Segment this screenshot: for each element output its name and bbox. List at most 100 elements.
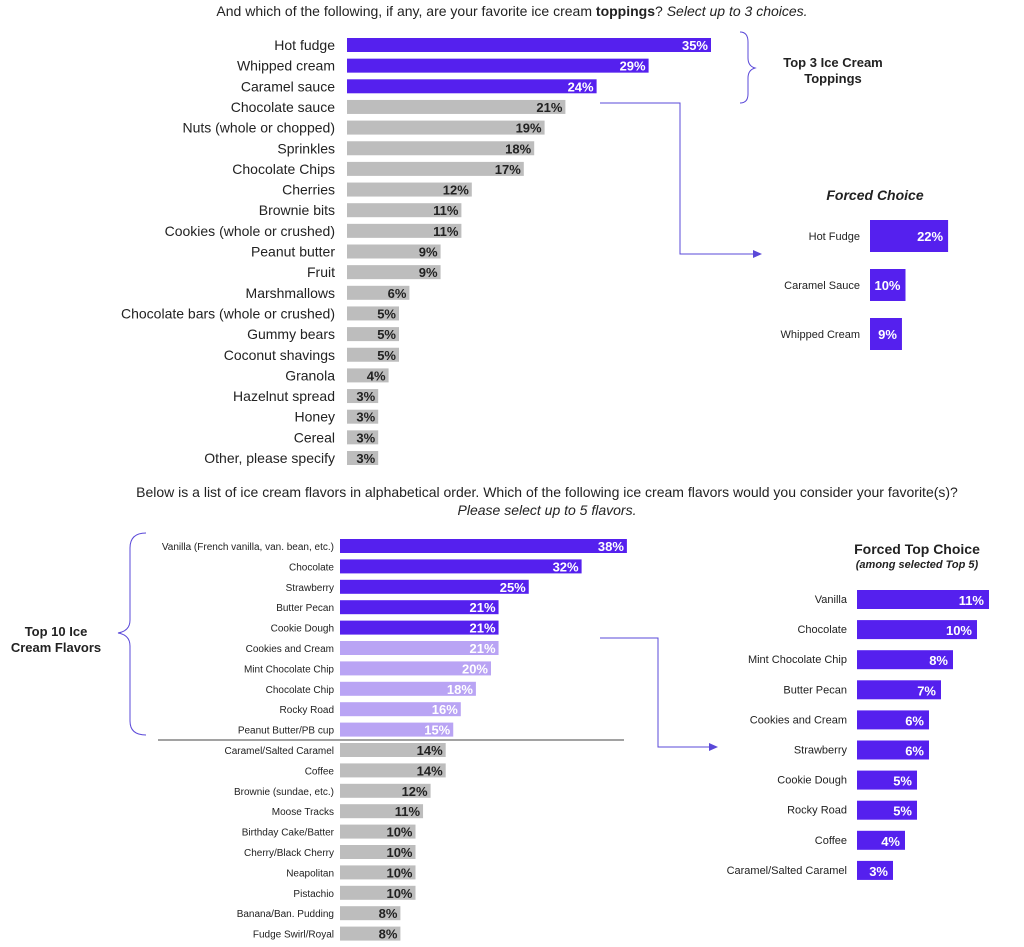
topping-category-label: Chocolate sauce bbox=[231, 99, 336, 115]
forced-top-choice-bar bbox=[857, 710, 929, 730]
flavor-category-label: Brownie (sundae, etc.) bbox=[234, 787, 334, 798]
topping-value-label: 19% bbox=[516, 121, 542, 136]
topping-bar bbox=[347, 285, 410, 300]
forced-choice-label: Forced Choice bbox=[826, 187, 924, 203]
topping-value-label: 3% bbox=[356, 410, 375, 425]
topping-value-label: 4% bbox=[367, 368, 386, 383]
topping-value-label: 6% bbox=[388, 286, 407, 301]
flavor-bar bbox=[340, 804, 424, 819]
forced-choice-value-label: 10% bbox=[874, 278, 900, 293]
flavor-bar bbox=[340, 885, 416, 900]
forced-top-choice-bar bbox=[857, 620, 977, 640]
flavor-category-label: Peanut Butter/PB cup bbox=[238, 726, 335, 737]
topping-value-label: 17% bbox=[495, 162, 521, 177]
flavor-category-label: Vanilla (French vanilla, van. bean, etc.… bbox=[162, 542, 334, 553]
flavor-value-label: 12% bbox=[402, 784, 428, 799]
forced-top-choice-bar bbox=[857, 770, 917, 790]
forced-top-choice-value-label: 11% bbox=[959, 593, 985, 608]
topping-category-label: Chocolate Chips bbox=[232, 161, 335, 177]
forced-top-choice-category-label: Chocolate bbox=[797, 624, 847, 636]
topping-category-label: Whipped cream bbox=[237, 58, 335, 74]
topping-bar bbox=[347, 203, 462, 218]
forced-top-choice-category-label: Coffee bbox=[815, 835, 847, 847]
flavor-bar bbox=[340, 743, 446, 757]
topping-value-label: 3% bbox=[356, 389, 375, 404]
flavor-bar bbox=[340, 763, 446, 778]
topping-category-label: Gummy bears bbox=[247, 326, 335, 342]
topping-category-label: Nuts (whole or chopped) bbox=[182, 120, 335, 136]
forced-top-choice-value-label: 5% bbox=[893, 804, 912, 819]
topping-category-label: Caramel sauce bbox=[241, 78, 335, 94]
flavor-bar bbox=[340, 661, 491, 676]
flavor-value-label: 25% bbox=[500, 580, 526, 595]
forced-top-choice-category-label: Butter Pecan bbox=[783, 684, 847, 696]
topping-value-label: 5% bbox=[377, 306, 396, 321]
topping-category-label: Coconut shavings bbox=[224, 347, 335, 363]
flavor-bar bbox=[340, 702, 461, 717]
flavor-bar bbox=[340, 641, 499, 655]
topping-bar bbox=[347, 182, 472, 197]
flavor-category-label: Coffee bbox=[305, 766, 335, 777]
forced-top-choice-subtitle: (among selected Top 5) bbox=[855, 559, 979, 571]
flavor-category-label: Cookie Dough bbox=[271, 624, 334, 635]
question-flavors: Below is a list of ice cream flavors in … bbox=[136, 484, 958, 518]
topping-category-label: Cherries bbox=[282, 182, 335, 198]
topping-bar bbox=[347, 244, 441, 259]
topping-category-label: Brownie bits bbox=[259, 202, 335, 218]
forced-top-choice-bar bbox=[857, 860, 893, 880]
topping-value-label: 3% bbox=[356, 430, 375, 445]
topping-bar bbox=[347, 306, 399, 321]
forced-top-choice-bar bbox=[857, 650, 953, 670]
flavor-category-label: Cherry/Black Cherry bbox=[244, 848, 334, 859]
flavor-bar bbox=[340, 722, 454, 737]
flavor-bar bbox=[340, 559, 582, 574]
flavor-value-label: 8% bbox=[379, 927, 398, 942]
topping-bar bbox=[347, 265, 441, 280]
flavor-value-label: 10% bbox=[386, 845, 412, 860]
forced-top-choice-category-label: Cookie Dough bbox=[777, 775, 847, 787]
flavor-category-label: Chocolate bbox=[289, 562, 334, 573]
topping-category-label: Peanut butter bbox=[251, 244, 335, 260]
flavor-category-label: Moose Tracks bbox=[272, 807, 334, 818]
forced-top-choice-bar bbox=[857, 680, 941, 700]
topping-value-label: 11% bbox=[433, 224, 459, 239]
flavor-value-label: 10% bbox=[386, 865, 412, 880]
flavor-bar bbox=[340, 579, 529, 594]
topping-bar bbox=[347, 38, 711, 52]
topping-bar bbox=[347, 141, 535, 156]
flavors-connector-arrowhead bbox=[709, 743, 718, 751]
flavor-category-label: Butter Pecan bbox=[276, 603, 334, 614]
flavor-bar bbox=[340, 539, 627, 553]
flavor-value-label: 10% bbox=[386, 825, 412, 840]
topping-value-label: 5% bbox=[377, 348, 396, 363]
topping-category-label: Hot fudge bbox=[274, 37, 335, 53]
flavor-bar bbox=[340, 681, 476, 696]
flavor-value-label: 21% bbox=[470, 621, 496, 636]
topping-category-label: Cookies (whole or crushed) bbox=[165, 223, 335, 239]
topping-category-label: Sprinkles bbox=[277, 140, 335, 156]
flavor-category-label: Pistachio bbox=[293, 889, 334, 900]
topping-value-label: 21% bbox=[536, 100, 562, 115]
forced-choice-category-label: Caramel Sauce bbox=[784, 280, 860, 292]
topping-category-label: Hazelnut spread bbox=[233, 388, 335, 404]
topping-category-label: Honey bbox=[295, 409, 335, 425]
flavor-value-label: 15% bbox=[424, 723, 450, 738]
flavor-value-label: 16% bbox=[432, 702, 458, 717]
flavor-category-label: Birthday Cake/Batter bbox=[242, 828, 335, 839]
forced-top-choice-bar bbox=[857, 590, 989, 609]
forced-choice-value-label: 9% bbox=[878, 327, 897, 342]
flavor-category-label: Neapolitan bbox=[286, 868, 334, 879]
forced-choice-category-label: Hot Fudge bbox=[809, 231, 860, 243]
topping-value-label: 11% bbox=[433, 203, 459, 218]
flavor-value-label: 32% bbox=[553, 559, 579, 574]
topping-bar bbox=[347, 430, 379, 445]
forced-top-choice-value-label: 7% bbox=[917, 683, 936, 698]
topping-category-label: Cereal bbox=[294, 429, 335, 445]
flavor-category-label: Chocolate Chip bbox=[266, 685, 335, 696]
flavor-bar bbox=[340, 926, 401, 941]
flavor-value-label: 14% bbox=[417, 743, 443, 758]
topping-value-label: 3% bbox=[356, 451, 375, 466]
topping-category-label: Granola bbox=[285, 367, 335, 383]
flavor-value-label: 8% bbox=[379, 906, 398, 921]
topping-value-label: 9% bbox=[419, 245, 438, 260]
